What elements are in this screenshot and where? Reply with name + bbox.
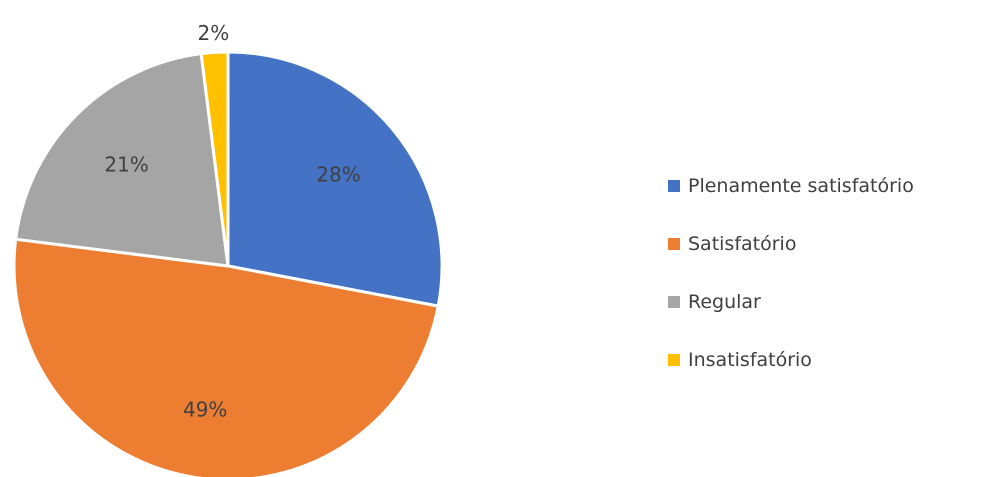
data-label-regular: 21% [104, 153, 148, 177]
legend-item-regular: Regular [668, 284, 989, 320]
legend-label: Satisfatório [688, 233, 797, 255]
legend-item-insatisfatorio: Insatisfatório [668, 342, 989, 378]
legend-swatch [668, 180, 680, 192]
legend-swatch [668, 354, 680, 366]
legend-swatch [668, 296, 680, 308]
legend-label: Regular [688, 291, 761, 313]
legend-label: Insatisfatório [688, 349, 812, 371]
pie-slice-regular [14, 52, 230, 268]
pie-slice-plenamente-satisfatorio [226, 50, 444, 308]
legend-label: Plenamente satisfatório [688, 175, 914, 197]
legend-item-satisfatorio: Satisfatório [668, 226, 989, 262]
data-label-plenamente-satisfatorio: 28% [316, 163, 360, 187]
legend-item-plenamente-satisfatorio: Plenamente satisfatório [668, 168, 989, 204]
pie-data-labels: 28% 49% 21% 2% [104, 21, 360, 422]
pie-slice-satisfatorio [12, 237, 440, 477]
data-label-satisfatorio: 49% [183, 398, 227, 422]
pie-slices [12, 50, 444, 477]
legend-swatch [668, 238, 680, 250]
pie-slice-insatisfatorio [199, 50, 230, 267]
legend: Plenamente satisfatório Satisfatório Reg… [668, 168, 989, 400]
data-label-insatisfatorio: 2% [198, 21, 230, 45]
